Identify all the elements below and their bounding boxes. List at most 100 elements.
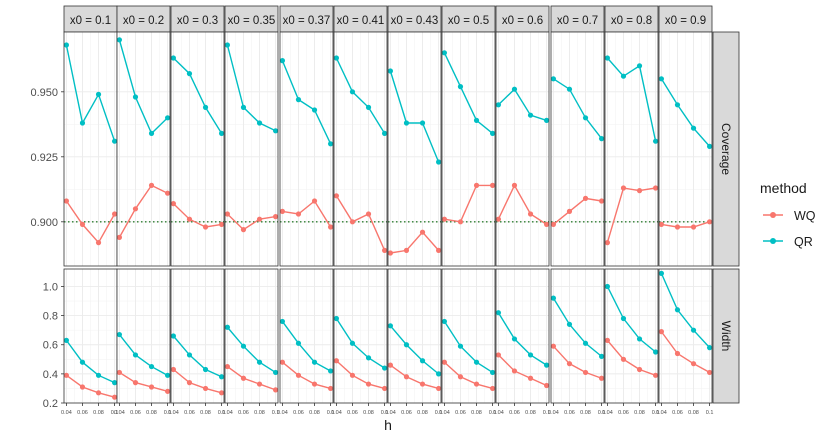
facet-strip-label: x0 = 0.7 — [557, 15, 598, 27]
data-point-wq — [441, 216, 448, 222]
panel-border — [495, 31, 550, 267]
data-point-qr — [79, 359, 86, 365]
data-point-wq — [333, 358, 340, 364]
series-line-wq — [65, 200, 116, 244]
data-point-qr — [706, 143, 713, 149]
data-point-wq — [403, 247, 410, 253]
data-point-wq — [511, 182, 518, 188]
data-point-wq — [240, 227, 247, 233]
data-point-qr — [435, 371, 442, 377]
panel-border — [170, 268, 225, 404]
data-point-wq — [311, 198, 318, 204]
x-tick-label: 0.08 — [254, 410, 265, 416]
row-strip-label: Width — [719, 321, 733, 352]
data-point-wq — [674, 350, 681, 357]
x-tick-label: 0.04 — [602, 410, 613, 416]
data-point-wq — [327, 385, 334, 392]
facet-strip — [441, 5, 496, 33]
panel-border — [224, 268, 279, 404]
data-point-wq — [598, 198, 605, 204]
data-point-qr — [604, 55, 611, 61]
series-line-wq — [606, 339, 656, 376]
data-point-qr — [381, 365, 388, 371]
data-point-qr — [116, 37, 123, 43]
x-tick-label: 0.08 — [471, 410, 482, 416]
y-tick-label: 1.0 — [43, 281, 58, 293]
data-point-wq — [132, 380, 139, 386]
data-point-wq — [95, 390, 102, 396]
x-tick-label: 0.1 — [706, 410, 714, 416]
data-point-wq — [381, 247, 388, 253]
data-point-wq — [186, 380, 193, 386]
series-line-qr — [335, 57, 386, 134]
panel-border — [279, 31, 334, 267]
x-tick-label: 0.06 — [401, 410, 412, 416]
data-point-qr — [164, 115, 171, 121]
data-point-qr — [419, 358, 426, 364]
facet-strip-label: x0 = 0.35 — [228, 15, 276, 27]
x-tick-label: 0.1 — [111, 410, 119, 416]
x-tick-label: 0.1 — [164, 410, 172, 416]
data-point-wq — [473, 381, 480, 387]
data-point-qr — [240, 343, 247, 349]
data-point-qr — [132, 352, 139, 358]
data-point-wq — [240, 375, 247, 381]
data-point-qr — [186, 352, 193, 358]
y-tick-label: 0.925 — [30, 152, 58, 164]
data-point-wq — [132, 206, 139, 212]
data-point-wq — [489, 385, 496, 392]
x-tick-label: 0.08 — [309, 410, 320, 416]
row-strip — [712, 268, 740, 404]
series-line-wq — [497, 183, 547, 225]
data-point-qr — [202, 104, 209, 110]
x-tick-label: 0.06 — [77, 410, 88, 416]
data-point-wq — [582, 369, 589, 376]
panel-border — [441, 268, 496, 404]
x-tick-label: 0.06 — [130, 410, 141, 416]
data-point-wq — [186, 216, 193, 222]
data-point-wq — [604, 240, 611, 246]
data-point-qr — [598, 353, 605, 359]
data-point-qr — [403, 120, 410, 126]
facet-strip-label: x0 = 0.37 — [283, 15, 331, 27]
data-point-wq — [272, 214, 279, 220]
data-point-wq — [381, 385, 388, 392]
x-tick-label: 0.04 — [277, 410, 288, 416]
data-point-qr — [202, 366, 209, 373]
x-tick-label: 0.04 — [222, 410, 233, 416]
data-point-qr — [403, 342, 410, 348]
data-point-qr — [327, 368, 334, 374]
data-point-wq — [495, 216, 502, 222]
data-point-qr — [349, 89, 356, 95]
data-point-qr — [111, 138, 118, 144]
x-tick-label: 0.06 — [455, 410, 466, 416]
data-point-qr — [598, 136, 605, 142]
facet-strip — [116, 5, 171, 33]
x-tick-label: 0.06 — [672, 410, 683, 416]
facet-strip-label: x0 = 0.6 — [502, 15, 543, 27]
data-point-wq — [327, 224, 334, 230]
data-point-wq — [279, 208, 286, 214]
data-point-qr — [582, 115, 589, 121]
data-point-wq — [218, 221, 225, 227]
data-point-wq — [116, 234, 123, 240]
facet-strip — [604, 5, 659, 33]
data-point-wq — [295, 372, 302, 378]
legend-label: QR — [794, 235, 813, 249]
data-point-qr — [489, 130, 496, 136]
data-point-qr — [170, 55, 177, 61]
data-point-wq — [111, 394, 118, 400]
series-line-qr — [660, 78, 711, 147]
data-point-wq — [116, 369, 123, 376]
panel-border — [658, 268, 713, 404]
data-point-qr — [148, 130, 155, 136]
series-line-qr — [65, 44, 116, 142]
legend-title: method — [760, 180, 807, 196]
data-point-wq — [706, 369, 713, 376]
data-point-qr — [550, 76, 557, 82]
x-tick-label: 0.04 — [439, 410, 450, 416]
data-point-qr — [441, 50, 448, 56]
data-point-qr — [495, 310, 502, 316]
panel-border — [116, 268, 171, 404]
